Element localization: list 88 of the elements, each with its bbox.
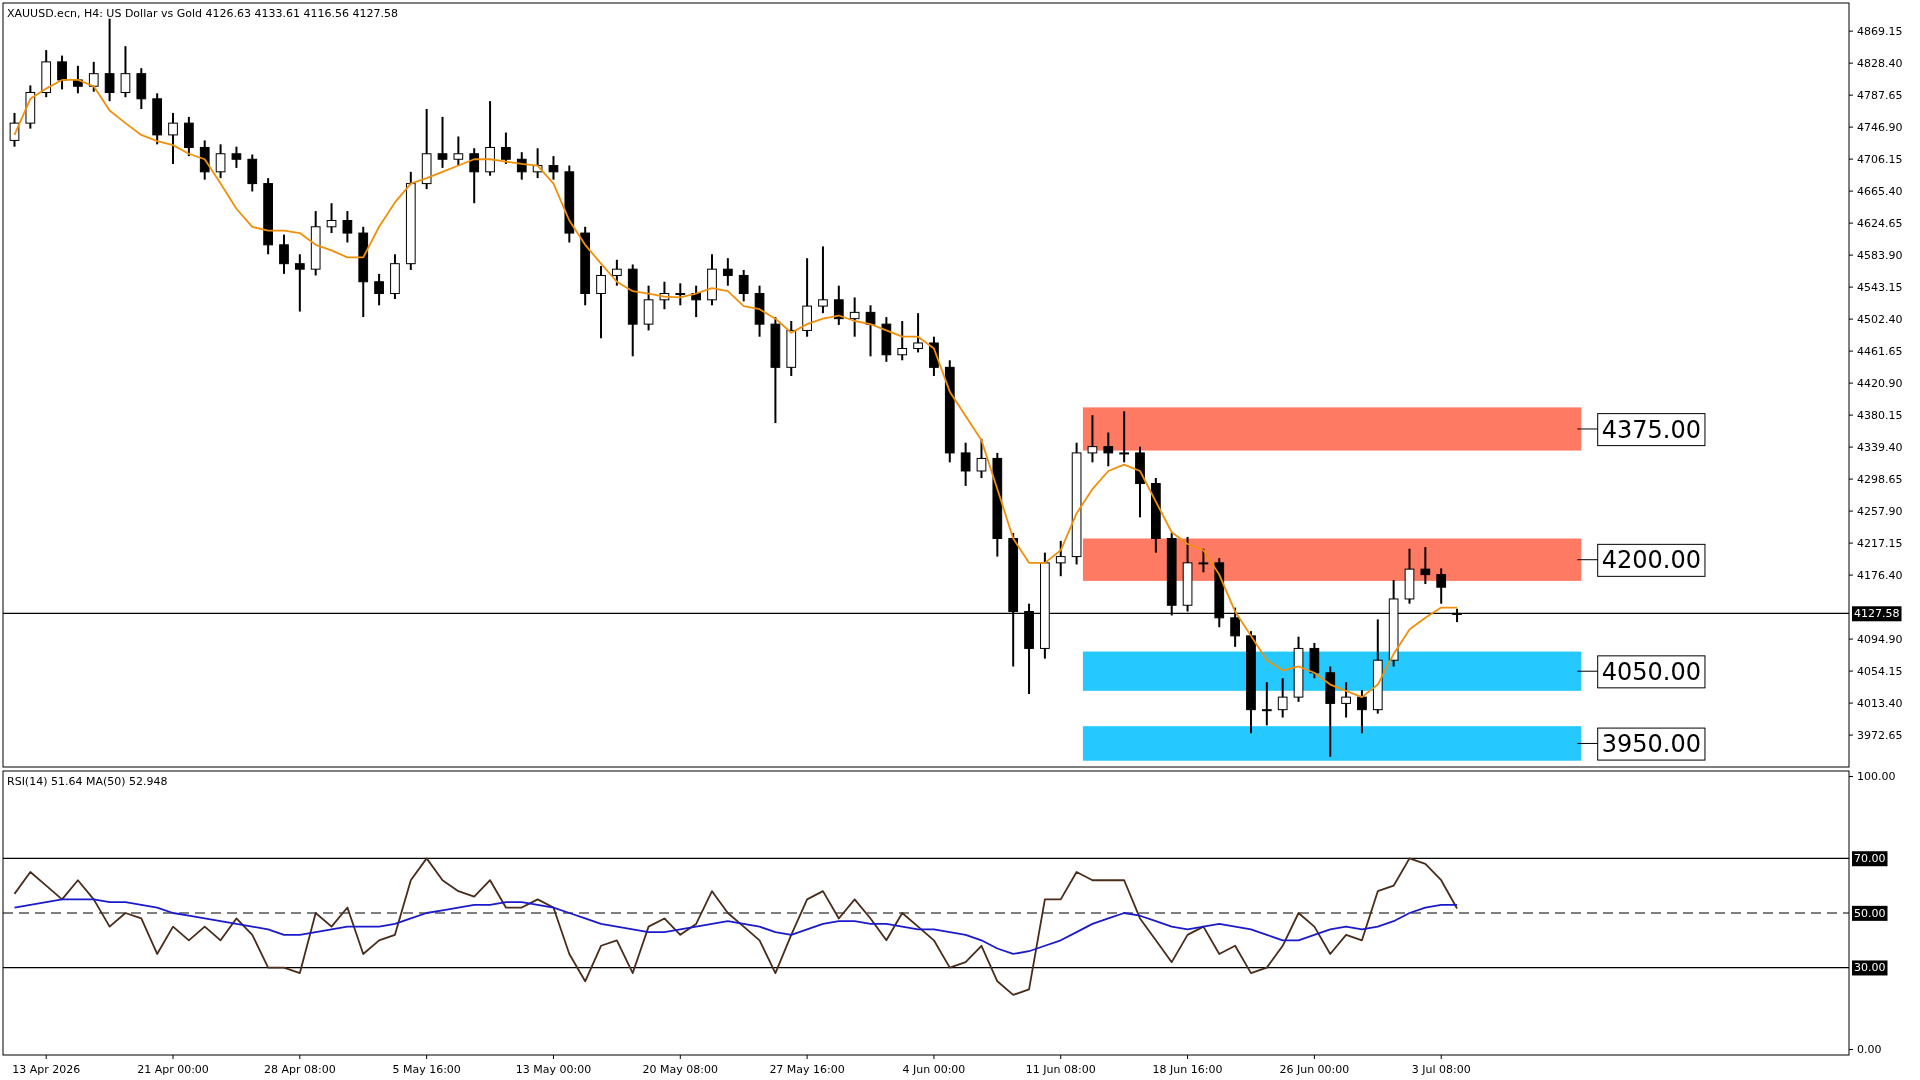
y-tick-label: 4624.65	[1857, 216, 1903, 230]
x-tick-label: 5 May 16:00	[392, 1063, 461, 1076]
candlestick	[231, 145, 242, 169]
y-tick-label: 4420.90	[1857, 376, 1903, 390]
candlestick	[675, 282, 686, 307]
candlestick	[453, 135, 464, 167]
line-series	[13, 857, 1458, 996]
ref-line-label: 30.00	[1854, 961, 1886, 975]
candlestick	[1261, 681, 1272, 727]
y-tick-label: 4828.40	[1857, 57, 1903, 70]
candlestick	[501, 131, 511, 165]
candlestick	[279, 233, 289, 275]
candlestick	[738, 268, 749, 303]
x-tick-label: 4 Jun 00:00	[902, 1063, 966, 1076]
candlestick	[469, 147, 480, 205]
candlestick	[1087, 414, 1098, 464]
candlestick	[9, 111, 20, 148]
candlestick	[120, 45, 131, 99]
candlestick	[326, 202, 337, 235]
x-tick-label: 13 Apr 2026	[12, 1063, 81, 1076]
y-tick-label: 4339.40	[1857, 440, 1903, 454]
x-tick-label: 20 May 08:00	[642, 1063, 719, 1076]
candlestick	[1357, 689, 1367, 735]
candlestick	[1277, 677, 1288, 719]
candlestick	[437, 115, 448, 169]
band-label: 4050.00	[1601, 657, 1701, 686]
candlestick	[294, 253, 305, 313]
band-label: 4375.00	[1601, 415, 1701, 444]
line-series	[13, 898, 1458, 955]
y-tick-label: 4746.90	[1857, 120, 1903, 134]
candlestick	[960, 441, 971, 487]
candlestick	[215, 143, 226, 180]
candlestick	[1119, 410, 1130, 464]
candlestick	[88, 60, 99, 93]
candlestick	[722, 257, 733, 287]
candlestick	[57, 54, 67, 91]
y-tick-label: 4461.65	[1857, 344, 1903, 358]
candlestick	[833, 284, 844, 326]
y-tick-label: 0.00	[1857, 1043, 1882, 1057]
candlestick	[849, 296, 860, 338]
y-tick-label: 4176.40	[1857, 568, 1903, 582]
y-tick-label: 4502.40	[1857, 312, 1903, 326]
candlestick	[374, 272, 384, 307]
y-tick-label: 4583.90	[1857, 248, 1903, 262]
x-tick-label: 3 Jul 08:00	[1411, 1063, 1471, 1076]
y-tick-label: 4869.15	[1857, 25, 1903, 38]
x-tick-label: 26 Jun 00:00	[1279, 1063, 1350, 1076]
ref-line-label: 70.00	[1854, 852, 1886, 866]
candlestick	[1103, 431, 1114, 468]
candlestick	[1341, 681, 1351, 719]
band-label: 4200.00	[1601, 546, 1701, 575]
candlestick	[596, 265, 606, 340]
x-tick-label: 18 Jun 16:00	[1152, 1063, 1223, 1076]
band-label: 3950.00	[1601, 730, 1701, 759]
y-tick-label: 4298.65	[1857, 472, 1903, 486]
x-tick-label: 11 Jun 08:00	[1025, 1063, 1096, 1076]
candlestick	[1420, 546, 1431, 586]
y-tick-label: 4665.40	[1857, 184, 1903, 198]
x-tick-label: 28 Apr 08:00	[263, 1063, 336, 1076]
ref-line-label: 4127.58	[1854, 607, 1900, 621]
y-tick-label: 4543.15	[1857, 280, 1903, 294]
candlestick	[342, 210, 353, 244]
y-tick-label: 3972.65	[1857, 728, 1903, 742]
y-tick-label: 4787.65	[1857, 88, 1903, 102]
y-tick-label: 4217.15	[1857, 536, 1903, 550]
y-tick-label: 4054.15	[1857, 664, 1903, 678]
y-tick-label: 4257.90	[1857, 504, 1903, 518]
chart-title: XAUUSD.ecn, H4: US Dollar vs Gold 4126.63 4133.61 4116.56 4127.58	[7, 7, 398, 20]
x-tick-label: 21 Apr 00:00	[137, 1063, 209, 1076]
y-tick-label: 4013.40	[1857, 696, 1903, 710]
ref-line-label: 50.00	[1854, 906, 1886, 920]
y-tick-label: 4380.15	[1857, 408, 1903, 422]
y-tick-label: 4094.90	[1857, 632, 1903, 646]
candlestick	[865, 304, 876, 358]
candlestick	[897, 320, 908, 362]
x-tick-label: 13 May 00:00	[515, 1063, 592, 1076]
candlestick	[913, 312, 923, 354]
y-tick-label: 4706.15	[1857, 152, 1903, 166]
candlestick	[168, 111, 178, 165]
candlestick	[1436, 567, 1447, 605]
chart-title: RSI(14) 51.64 MA(50) 52.948	[7, 775, 168, 788]
candlestick	[104, 17, 115, 103]
candlestick	[1055, 539, 1066, 578]
y-tick-label: 100.00	[1857, 770, 1896, 784]
candlestick	[548, 155, 559, 181]
candlestick	[818, 245, 828, 315]
candlestick	[612, 258, 622, 287]
x-tick-label: 27 May 16:00	[769, 1063, 845, 1076]
